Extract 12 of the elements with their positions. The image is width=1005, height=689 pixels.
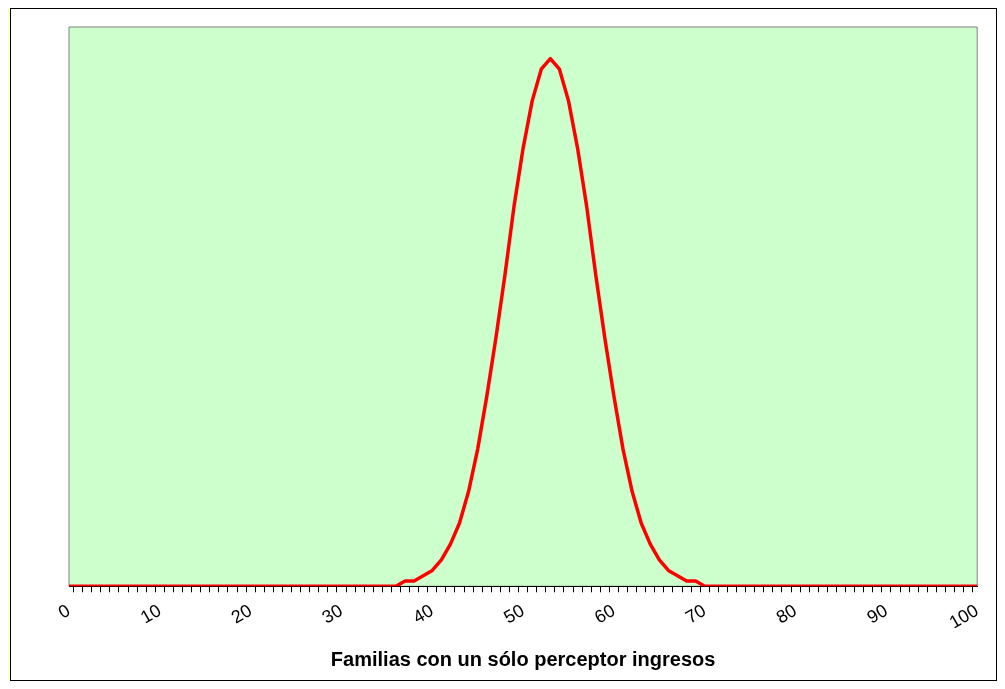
- x-tick-label: 20: [227, 600, 256, 628]
- x-tick-label: 40: [409, 600, 437, 628]
- x-tick-label: 100: [945, 600, 982, 633]
- x-tick-label: 80: [772, 600, 801, 628]
- x-tick-label: 0: [54, 600, 74, 623]
- x-tick-label: 10: [136, 600, 165, 628]
- x-tick-label: 60: [591, 600, 619, 628]
- x-tick-label: 90: [863, 600, 891, 628]
- x-axis-title: Familias con un sólo perceptor ingresos: [330, 647, 716, 670]
- x-tick-label: 30: [318, 600, 346, 628]
- x-tick-label: 70: [681, 600, 710, 628]
- x-tick-label: 50: [500, 600, 528, 628]
